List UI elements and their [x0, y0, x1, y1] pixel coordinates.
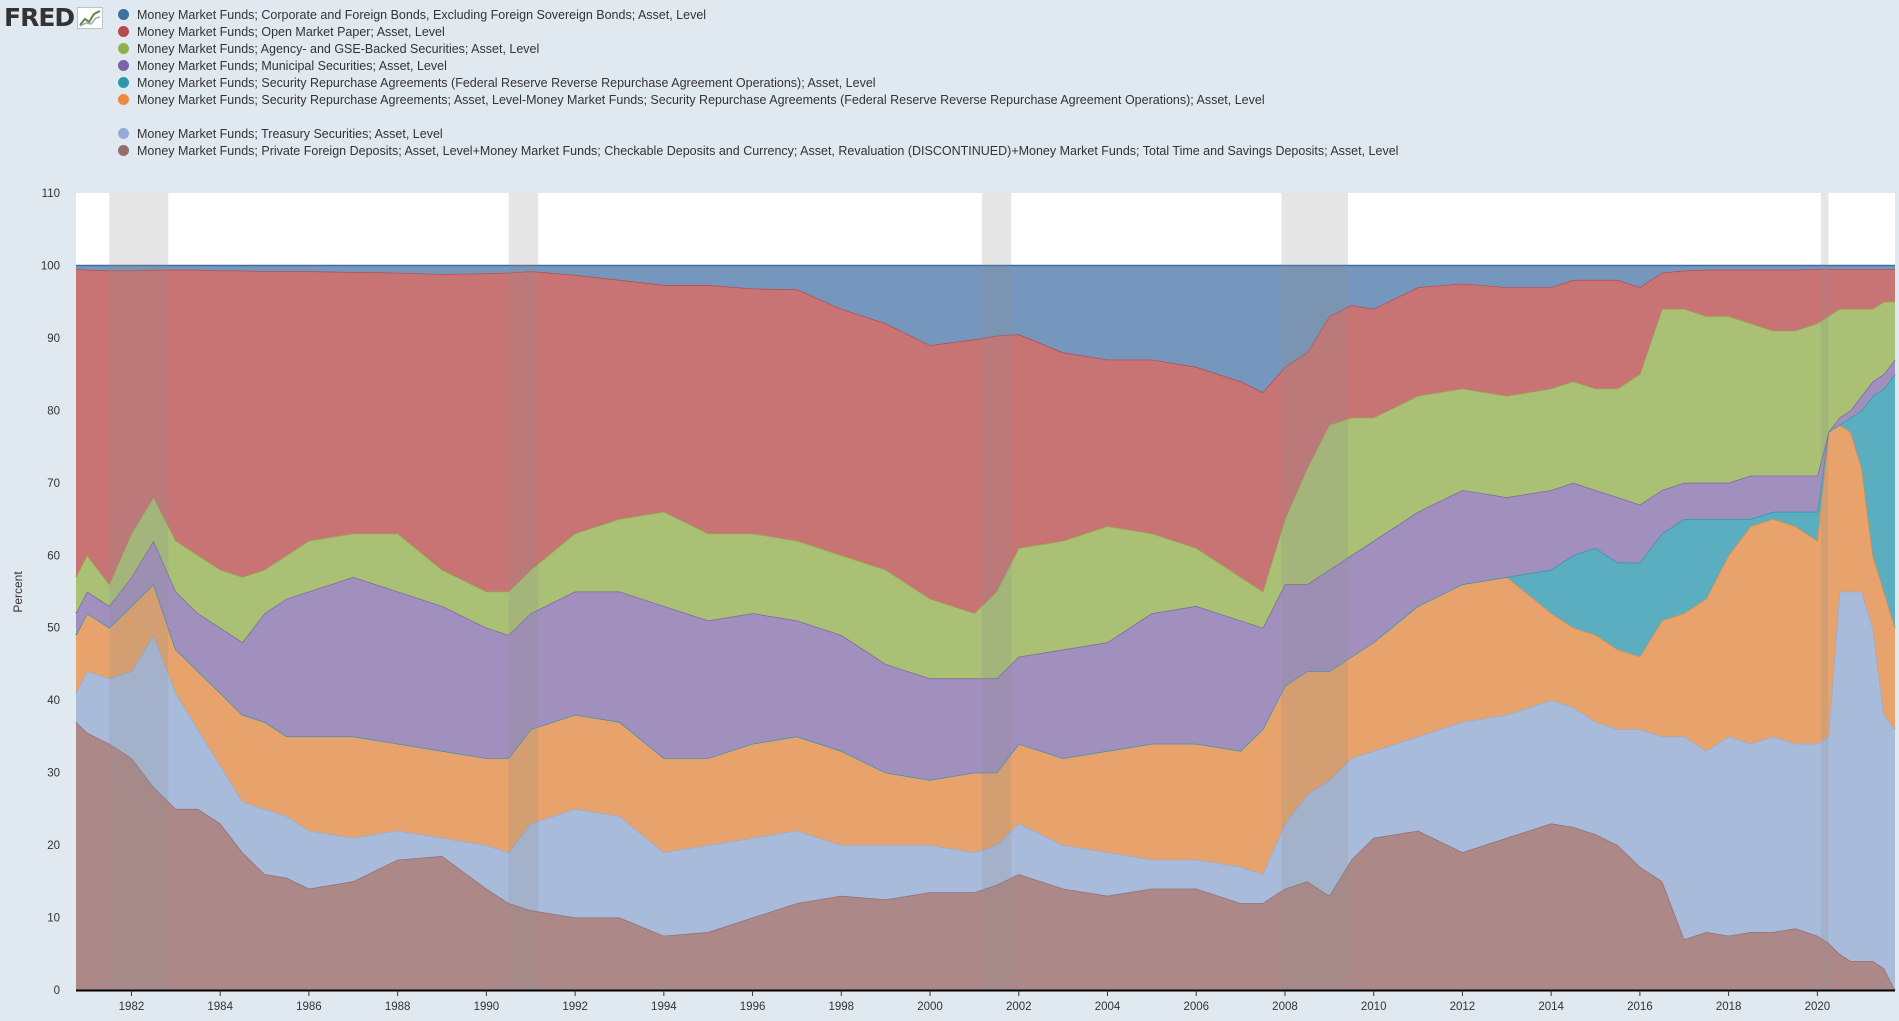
legend-label: Money Market Funds; Private Foreign Depo…: [137, 143, 1399, 158]
legend-item[interactable]: Money Market Funds; Security Repurchase …: [118, 74, 1398, 91]
recession-band: [1820, 193, 1829, 990]
x-tick-label: 2020: [1805, 1001, 1831, 1013]
x-tick-label: 2004: [1095, 1001, 1121, 1013]
series-area: [76, 424, 1895, 875]
series-area: [76, 374, 1895, 780]
legend-label: Money Market Funds; Corporate and Foreig…: [137, 7, 707, 22]
x-tick-label: 1998: [829, 1001, 855, 1013]
x-tick-label: 1986: [296, 1001, 322, 1013]
x-tick-label: 1992: [562, 1001, 588, 1013]
y-tick-label: 80: [47, 405, 60, 417]
x-tick-label: 2008: [1272, 1001, 1298, 1013]
legend-label: Money Market Funds; Security Repurchase …: [137, 92, 1265, 107]
legend-item[interactable]: Money Market Funds; Security Repurchase …: [118, 91, 1398, 108]
y-tick-label: 50: [47, 623, 60, 635]
x-tick-label: 2000: [917, 1001, 943, 1013]
legend-swatch: [118, 43, 129, 54]
legend-swatch: [118, 94, 129, 105]
x-tick-label: 2012: [1450, 1001, 1476, 1013]
legend-swatch: [118, 128, 129, 139]
y-tick-label: 90: [47, 333, 60, 345]
legend-label: Money Market Funds; Agency- and GSE-Back…: [137, 41, 540, 56]
x-tick-label: 2006: [1183, 1001, 1209, 1013]
y-tick-label: 10: [47, 913, 60, 925]
legend-item[interactable]: Money Market Funds; Open Market Paper; A…: [118, 23, 1398, 40]
y-tick-label: 70: [47, 478, 60, 490]
series-area: [76, 721, 1895, 990]
x-tick-label: 2002: [1006, 1001, 1032, 1013]
x-tick-label: 1988: [385, 1001, 411, 1013]
y-tick-label: 0: [54, 985, 60, 997]
x-tick-label: 1982: [119, 1001, 145, 1013]
legend-swatch: [118, 9, 129, 20]
x-tick-label: 1990: [474, 1001, 500, 1013]
legend-label: Money Market Funds; Municipal Securities…: [137, 58, 447, 73]
y-tick-label: 100: [41, 260, 60, 272]
fred-chart-icon: [77, 7, 104, 29]
recession-band: [981, 193, 1012, 990]
y-tick-label: 40: [47, 695, 60, 707]
fred-logo[interactable]: FRED: [4, 2, 104, 32]
y-axis-title: Percent: [11, 571, 25, 613]
series-area: [76, 591, 1895, 990]
fred-wordmark: FRED: [4, 2, 75, 32]
x-tick-label: 2014: [1538, 1001, 1564, 1013]
legend-item[interactable]: Money Market Funds; Treasury Securities;…: [118, 125, 1398, 142]
x-tick-label: 1984: [207, 1001, 233, 1013]
legend-swatch: [118, 26, 129, 37]
legend-item[interactable]: Money Market Funds; Corporate and Foreig…: [118, 6, 1398, 23]
series-area: [76, 359, 1895, 780]
legend-swatch: [118, 60, 129, 71]
series-area: [76, 301, 1895, 679]
y-tick-label: 60: [47, 550, 60, 562]
series-area: [76, 265, 1895, 393]
series-area: [76, 269, 1895, 614]
legend-item[interactable]: Money Market Funds; Agency- and GSE-Back…: [118, 40, 1398, 57]
y-tick-label: 110: [42, 188, 60, 200]
recession-band: [109, 193, 169, 990]
x-tick-label: 1994: [651, 1001, 677, 1013]
legend-item[interactable]: Money Market Funds; Private Foreign Depo…: [118, 142, 1398, 159]
legend-swatch: [118, 145, 129, 156]
recession-band: [1281, 193, 1348, 990]
legend-label: Money Market Funds; Treasury Securities;…: [137, 126, 443, 141]
legend-label: Money Market Funds; Open Market Paper; A…: [137, 24, 445, 39]
x-tick-label: 2010: [1361, 1001, 1387, 1013]
x-tick-label: 2018: [1716, 1001, 1742, 1013]
y-tick-label: 30: [47, 768, 60, 780]
y-tick-label: 20: [47, 840, 60, 852]
x-tick-label: 2016: [1627, 1001, 1653, 1013]
x-tick-label: 1996: [740, 1001, 766, 1013]
legend-label: Money Market Funds; Security Repurchase …: [137, 75, 876, 90]
legend-item[interactable]: Money Market Funds; Municipal Securities…: [118, 57, 1398, 74]
recession-band: [508, 193, 539, 990]
chart-legend: Money Market Funds; Corporate and Foreig…: [118, 6, 1398, 159]
legend-swatch: [118, 77, 129, 88]
